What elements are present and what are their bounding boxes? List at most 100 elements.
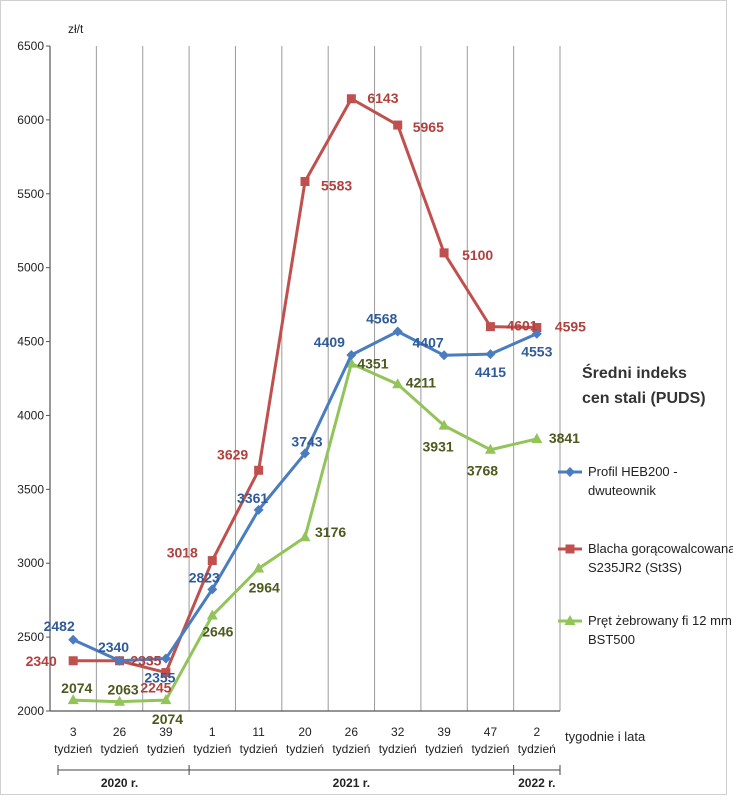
x-tick-label: 11: [252, 725, 265, 739]
x-tick-label: 26: [345, 725, 359, 739]
data-point: [160, 653, 171, 664]
data-label: 5100: [462, 247, 493, 263]
legend-swatch-marker: [565, 467, 575, 477]
data-point: [345, 357, 357, 368]
legend-label: S235JR2 (St3S): [588, 560, 682, 575]
data-point: [346, 94, 356, 104]
data-label: 4409: [314, 334, 345, 350]
data-label: 4407: [413, 334, 444, 350]
data-point: [392, 378, 404, 389]
data-label: 3629: [217, 446, 248, 462]
data-point: [160, 694, 172, 705]
year-label: 2022 r.: [518, 776, 555, 790]
x-tick-label: tydzień: [286, 742, 324, 756]
x-tick-label: tydzień: [471, 742, 509, 756]
data-label: 2482: [44, 618, 75, 634]
legend-swatch-marker: [564, 615, 576, 625]
data-point: [253, 504, 264, 515]
data-point: [253, 562, 265, 573]
data-label: 2074: [152, 711, 183, 727]
data-point: [439, 350, 450, 361]
legend-label: dwuteownik: [588, 483, 656, 498]
legend-title: Średni indeks: [582, 363, 687, 382]
x-tick-label: 20: [298, 725, 312, 739]
x-tick-label: 1: [209, 725, 216, 739]
x-tick-label: tydzień: [240, 742, 278, 756]
data-label: 3768: [467, 463, 498, 479]
y-tick-label: 5500: [17, 187, 44, 201]
legend-label: Pręt żebrowany fi 12 mm,: [588, 613, 733, 628]
data-point: [161, 668, 171, 678]
data-point: [392, 326, 403, 337]
data-label: 2063: [108, 682, 139, 698]
data-label: 3931: [423, 439, 454, 455]
x-axis-label: tygodnie i lata: [565, 729, 646, 744]
y-tick-label: 2000: [17, 704, 44, 718]
y-tick-label: 3500: [17, 482, 44, 496]
y-tick-label: 4500: [17, 335, 44, 349]
data-point: [300, 177, 310, 187]
data-label: 4351: [357, 356, 388, 372]
x-tick-label: 39: [437, 725, 451, 739]
x-tick-label: 39: [159, 725, 173, 739]
data-label: 4595: [555, 319, 586, 335]
x-tick-label: 2: [533, 725, 540, 739]
data-label: 3361: [237, 490, 268, 506]
data-label: 3841: [549, 430, 580, 446]
y-axis-label: zł/t: [68, 22, 84, 36]
y-tick-label: 6000: [17, 113, 44, 127]
data-point: [393, 120, 403, 130]
data-label: 5583: [321, 178, 352, 194]
data-point: [484, 443, 496, 454]
y-tick-label: 2500: [17, 630, 44, 644]
y-tick-label: 5000: [17, 261, 44, 275]
x-tick-label: tydzień: [425, 742, 463, 756]
data-point: [67, 694, 79, 705]
x-tick-label: tydzień: [518, 742, 556, 756]
data-point: [532, 323, 542, 333]
data-point: [254, 465, 264, 475]
data-point: [207, 584, 218, 595]
data-label: 2646: [202, 624, 233, 640]
year-label: 2021 r.: [333, 776, 370, 790]
data-point: [531, 328, 542, 339]
data-label: 6143: [367, 90, 398, 106]
data-label: 5965: [413, 119, 444, 135]
data-label: 2074: [61, 680, 92, 696]
data-point: [114, 655, 125, 666]
legend-label: Profil HEB200 -: [588, 464, 678, 479]
x-tick-label: tydzień: [379, 742, 417, 756]
data-label: 4211: [406, 374, 437, 390]
x-tick-label: tydzień: [101, 742, 139, 756]
legend-swatch-marker: [565, 544, 575, 554]
legend-label: Blacha gorącowalcowana: [588, 541, 733, 556]
data-label: 3176: [315, 524, 346, 540]
y-tick-label: 4000: [17, 408, 44, 422]
x-tick-label: tydzień: [54, 742, 92, 756]
data-point: [207, 556, 217, 566]
x-tick-label: 47: [484, 725, 498, 739]
y-tick-label: 6500: [17, 39, 44, 53]
data-point: [114, 695, 126, 706]
data-point: [485, 322, 495, 332]
data-label: 2355: [144, 670, 175, 686]
data-point: [485, 349, 496, 360]
data-point: [68, 656, 78, 666]
data-label: 3018: [167, 545, 198, 561]
data-label: 4553: [521, 344, 552, 360]
data-label: 2964: [249, 580, 280, 596]
legend-label: BST500: [588, 632, 635, 647]
data-point: [206, 609, 218, 620]
data-label: 4601: [506, 318, 537, 334]
data-point: [531, 432, 543, 443]
data-label: 2340: [26, 653, 57, 669]
data-label: 2823: [189, 569, 220, 585]
y-tick-label: 3000: [17, 556, 44, 570]
data-label: 4568: [366, 311, 397, 327]
data-point: [438, 419, 450, 430]
year-label: 2020 r.: [101, 776, 138, 790]
data-label: 4415: [475, 364, 506, 380]
